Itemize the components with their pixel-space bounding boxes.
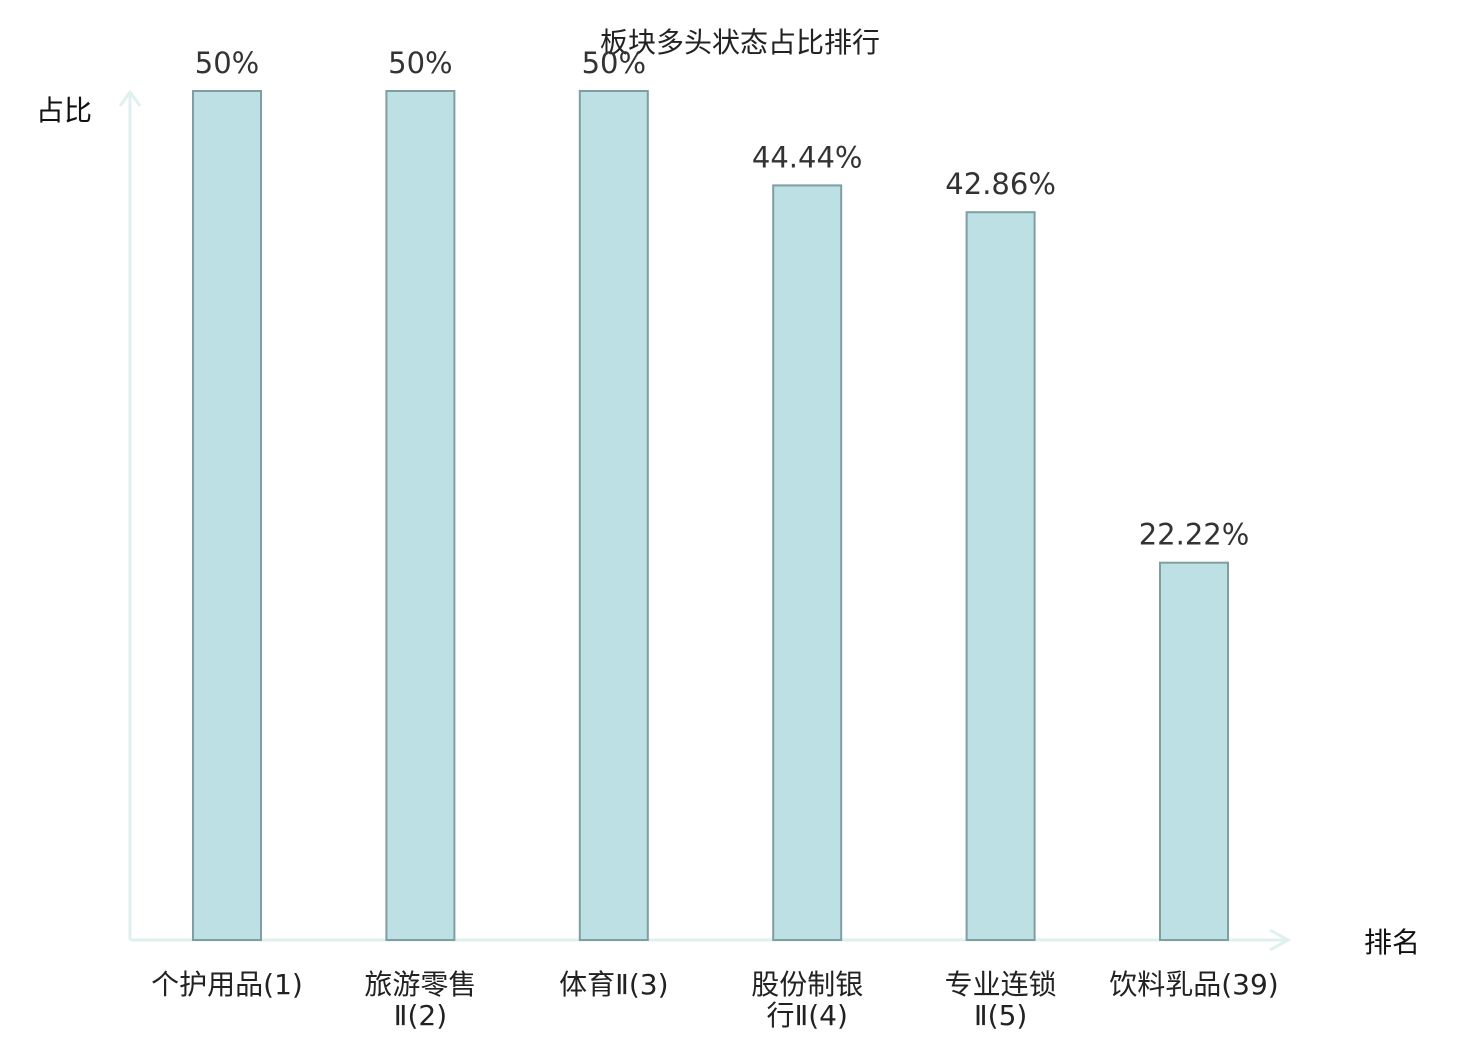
- bar: [772, 184, 843, 941]
- x-tick-label-line: 旅游零售: [364, 968, 476, 1001]
- x-tick-label: 饮料乳品(39): [1109, 968, 1278, 1001]
- bar: [192, 90, 262, 941]
- bar-group: [192, 90, 1229, 941]
- x-tick-label: 股份制银行Ⅱ(4): [751, 968, 863, 1032]
- bar: [578, 90, 649, 941]
- y-axis-label: 占比: [36, 94, 92, 127]
- x-tick-label-line: 股份制银: [751, 968, 863, 1001]
- x-axis-label: 排名: [1364, 926, 1420, 959]
- bar-value-label: 42.86%: [945, 167, 1056, 201]
- x-tick-label: 个护用品(1): [151, 968, 303, 1001]
- x-tick-label-line: Ⅱ(5): [974, 999, 1027, 1032]
- category-label-group: 个护用品(1) 旅游零售 Ⅱ(2) 体育Ⅱ(3) 股份制银行Ⅱ(4) 专业连锁 Ⅱ(5) 饮料…: [151, 968, 1279, 1032]
- x-axis-arrow-icon: [1269, 928, 1292, 952]
- bar-value-label: 44.44%: [752, 140, 863, 174]
- bar: [965, 211, 1036, 941]
- x-tick-label: 体育Ⅱ(3): [559, 968, 668, 1001]
- x-tick-label-line: 行Ⅱ(4): [766, 999, 847, 1032]
- x-tick-label: 旅游零售 Ⅱ(2): [364, 968, 476, 1032]
- x-tick-label-line: 饮料乳品(39): [1109, 968, 1278, 1001]
- bar: [385, 90, 456, 941]
- bar-value-label: 50%: [582, 46, 646, 80]
- bar: [1159, 561, 1229, 941]
- bar-value-label: 50%: [195, 46, 259, 80]
- bar-value-label: 22.22%: [1139, 518, 1250, 552]
- x-tick-label-line: 体育Ⅱ(3): [559, 968, 668, 1001]
- x-tick-label-line: 个护用品(1): [151, 968, 303, 1001]
- x-tick-label-line: 专业连锁: [945, 968, 1057, 1001]
- value-label-group: 50% 50% 50% 44.44% 42.86% 22.22%: [195, 46, 1250, 552]
- x-tick-label-line: Ⅱ(2): [394, 999, 447, 1032]
- y-axis-arrow-icon: [118, 89, 142, 107]
- x-tick-label: 专业连锁 Ⅱ(5): [945, 968, 1057, 1032]
- chart-title: 板块多头状态占比排行: [600, 26, 880, 59]
- bar-value-label: 50%: [388, 46, 452, 80]
